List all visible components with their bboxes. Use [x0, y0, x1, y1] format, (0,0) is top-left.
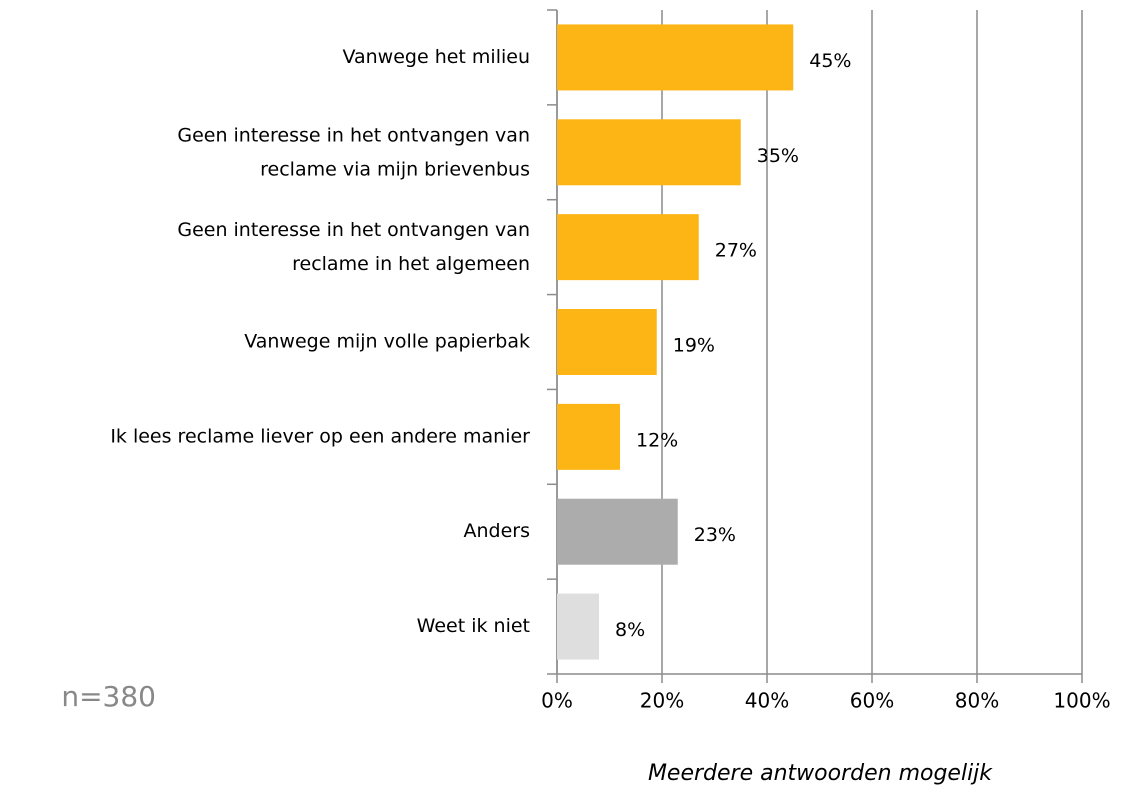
- bar: [557, 498, 678, 565]
- x-axis-title: Meerdere antwoorden mogelijk: [648, 761, 993, 786]
- bar: [557, 214, 699, 281]
- bar: [557, 24, 794, 91]
- y-tick-label: Weet ik niet: [417, 615, 530, 637]
- y-tick-label: Geen interesse in het ontvangen van recla…: [177, 124, 530, 180]
- bar: [557, 593, 599, 660]
- x-tick-label: 0%: [541, 689, 573, 713]
- x-tick-label: 20%: [640, 689, 684, 713]
- value-label: 23%: [694, 524, 736, 546]
- y-tick-label: Ik lees reclame liever op een andere man…: [110, 425, 530, 447]
- y-tick-label: Geen interesse in het ontvangen van recla…: [177, 219, 530, 275]
- x-tick-label: 100%: [1053, 689, 1110, 713]
- bar: [557, 403, 620, 470]
- value-label: 8%: [615, 619, 645, 641]
- sample-note: n=380: [61, 680, 156, 713]
- bar: [557, 119, 741, 186]
- y-tick-label: Vanwege mijn volle papierbak: [244, 331, 530, 353]
- x-tick-label: 60%: [850, 689, 894, 713]
- value-label: 12%: [636, 429, 678, 451]
- bar: [557, 309, 657, 375]
- y-tick-label: Anders: [464, 520, 531, 542]
- value-label: 35%: [757, 145, 799, 167]
- x-tick-label: 80%: [955, 689, 999, 713]
- x-tick-label: 40%: [745, 689, 789, 713]
- y-tick-label: Vanwege het milieu: [342, 46, 530, 68]
- value-label: 27%: [715, 240, 757, 262]
- value-label: 45%: [809, 50, 851, 72]
- value-label: 19%: [673, 335, 715, 357]
